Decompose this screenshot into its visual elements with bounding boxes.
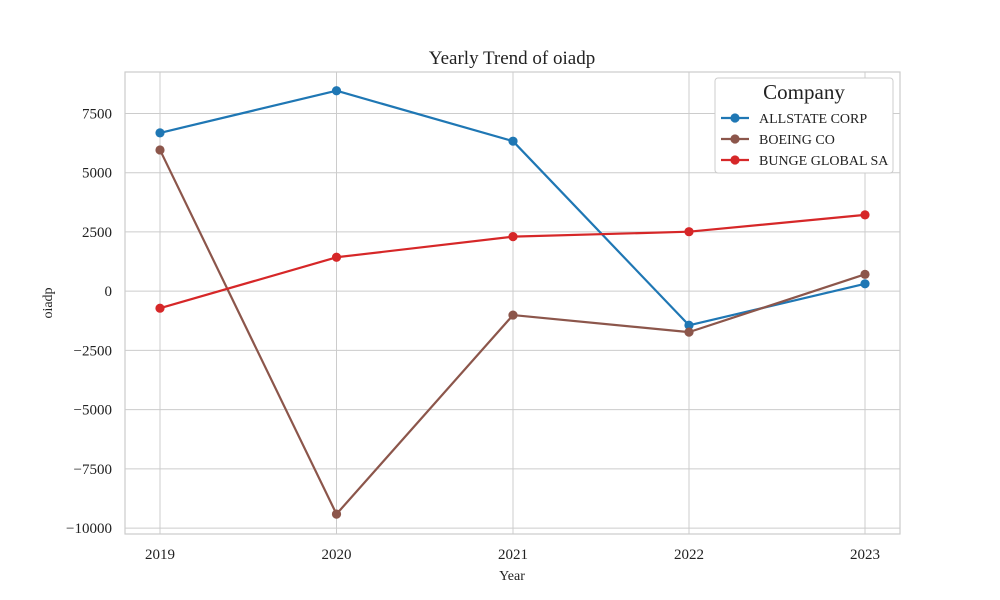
data-point-allstate-corp (860, 279, 870, 289)
legend-label-allstate-corp: ALLSTATE CORP (759, 112, 867, 127)
data-point-boeing-co (155, 145, 165, 155)
legend-marker-allstate-corp (730, 113, 740, 123)
data-point-bunge-global-sa (860, 210, 870, 220)
data-point-boeing-co (331, 509, 342, 519)
legend-label-boeing-co: BOEING CO (759, 133, 835, 148)
y-tick-label: 7500 (82, 106, 112, 122)
y-tick-label: −5000 (74, 403, 112, 419)
series-allstate-corp (155, 86, 870, 330)
data-point-allstate-corp (155, 128, 165, 138)
data-point-allstate-corp (684, 320, 694, 330)
x-tick-label: 2019 (145, 547, 175, 563)
data-point-bunge-global-sa (155, 303, 165, 313)
legend-marker-boeing-co (730, 134, 740, 144)
x-tick-label: 2020 (322, 547, 352, 563)
data-point-boeing-co (508, 310, 518, 320)
y-tick-labels: 7500 5000 2500 0 −2500 −5000 −7500 −10000 (66, 106, 112, 537)
data-point-boeing-co (860, 269, 870, 279)
x-tick-label: 2022 (674, 547, 704, 563)
data-point-bunge-global-sa (331, 252, 342, 262)
series-layer (155, 86, 870, 519)
legend: Company ALLSTATE CORP BOEING CO BUNGE GLOB… (714, 77, 894, 174)
legend-box (714, 77, 894, 174)
y-tick-label: −2500 (74, 343, 112, 359)
y-axis-label: oiadp (41, 287, 56, 318)
y-tick-label: −7500 (74, 462, 112, 478)
x-axis-label: Year (499, 569, 525, 584)
x-tick-label: 2023 (850, 547, 880, 563)
x-tick-labels: 2019 2020 2021 2022 2023 (145, 547, 880, 563)
data-point-allstate-corp (331, 86, 342, 96)
data-point-bunge-global-sa (508, 232, 518, 242)
series-bunge-global-sa (155, 210, 870, 313)
legend-title: Company (763, 80, 845, 104)
legend-entries: ALLSTATE CORP BOEING CO BUNGE GLOBAL SA (721, 112, 889, 169)
y-tick-label: −10000 (66, 521, 112, 537)
y-tick-label: 2500 (82, 225, 112, 241)
data-point-allstate-corp (508, 136, 518, 146)
chart-title: Yearly Trend of oiadp (429, 48, 595, 69)
data-point-boeing-co (684, 327, 694, 337)
x-tick-label: 2021 (498, 547, 528, 563)
y-tick-label: 0 (105, 284, 113, 300)
y-tick-label: 5000 (82, 166, 112, 182)
series-boeing-co (155, 145, 870, 519)
legend-label-bunge-global-sa: BUNGE GLOBAL SA (759, 154, 889, 169)
data-point-bunge-global-sa (684, 227, 694, 237)
legend-marker-bunge-global-sa (730, 155, 740, 165)
